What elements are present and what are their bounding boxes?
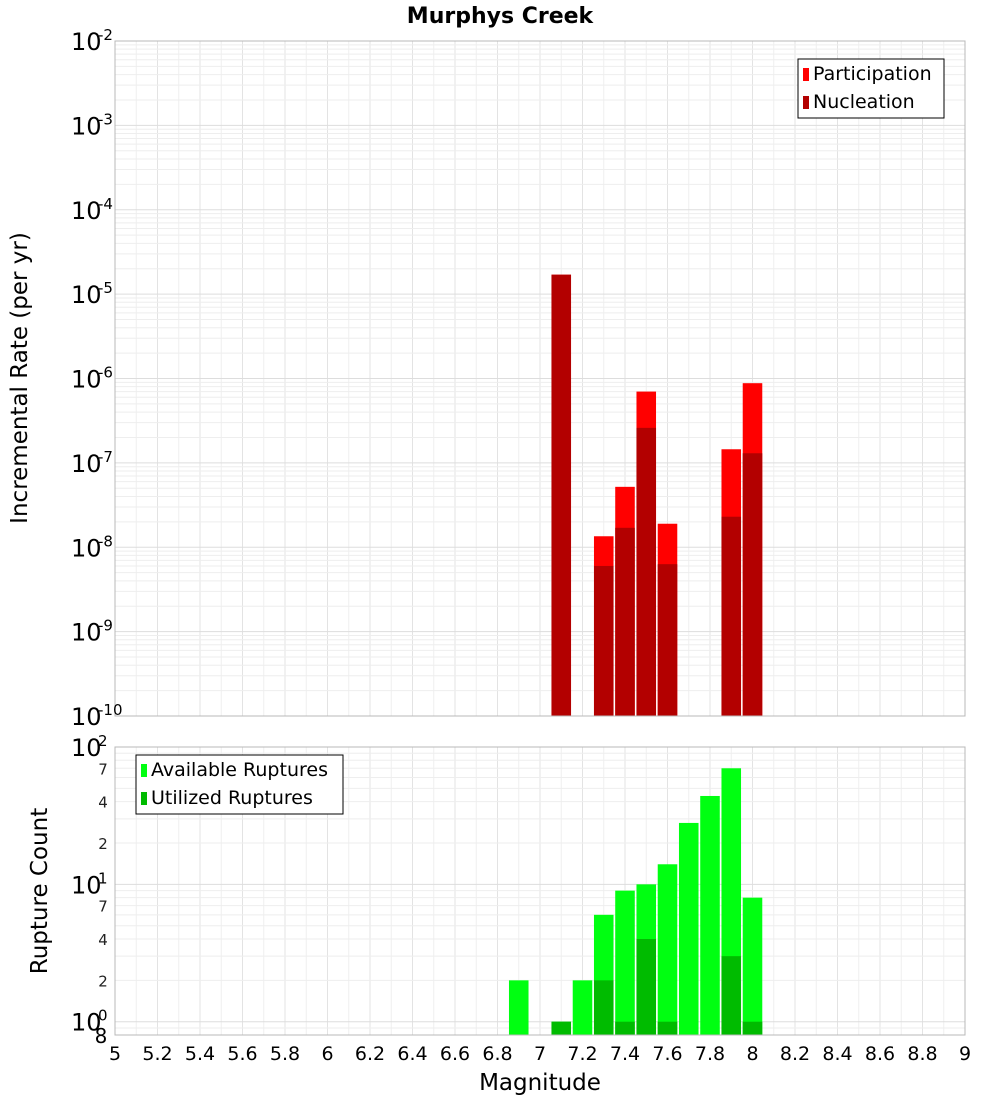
rate-series-secondary — [551, 274, 763, 716]
count-bar — [742, 1021, 763, 1035]
rate-y-tick-exponent: -2 — [98, 26, 113, 44]
count-y-minor-label: 7 — [98, 760, 108, 778]
rate-grid — [114, 40, 966, 717]
count-bar — [508, 980, 529, 1035]
count-y-tick-exponent: 1 — [98, 869, 108, 887]
rate-y-tick-exponent: -10 — [98, 701, 123, 719]
x-tick-label: 8.6 — [865, 1043, 895, 1065]
rate-y-tick-exponent: -9 — [98, 617, 113, 635]
rate-y-tick-exponent: -8 — [98, 532, 113, 550]
x-tick-label: 5.2 — [142, 1043, 172, 1065]
count-bar — [721, 956, 742, 1035]
chart-title: Murphys Creek — [407, 4, 595, 29]
count-bar — [657, 1021, 678, 1035]
count-bar — [593, 980, 614, 1035]
count-series-secondary — [551, 939, 763, 1035]
legend-label: Participation — [813, 63, 932, 85]
count-plot-frame — [114, 746, 966, 1036]
x-tick-label: 7.8 — [695, 1043, 725, 1065]
x-axis-label: Magnitude — [479, 1070, 601, 1096]
count-y-minor-label: 4 — [98, 794, 108, 812]
legend-swatch — [803, 68, 809, 81]
count-bar — [636, 939, 657, 1035]
rate-bar — [551, 274, 572, 716]
x-tick-label: 7.6 — [652, 1043, 682, 1065]
count-y-tick-label: 10 — [71, 871, 102, 899]
count-y-minor-label: 2 — [98, 835, 108, 853]
count-y-tick-exponent: 0 — [98, 1007, 108, 1025]
rate-bar — [636, 427, 657, 716]
legend-label: Nucleation — [813, 91, 915, 113]
legend-box — [797, 58, 945, 119]
legend-swatch — [141, 764, 147, 777]
rate-y-tick-label: 10 — [71, 366, 102, 394]
count-y-tick-label: 10 — [71, 734, 102, 762]
x-tick-label: 5.4 — [185, 1043, 215, 1065]
x-tick-label: 6.4 — [397, 1043, 427, 1065]
count-y-minor-label: 8 — [95, 1024, 108, 1048]
rate-y-tick-label: 10 — [71, 703, 102, 731]
count-bar — [678, 822, 699, 1035]
rate-bar — [721, 516, 742, 716]
x-tick-label: 5.6 — [227, 1043, 257, 1065]
legend-swatch — [141, 792, 147, 805]
rate-bar — [615, 527, 635, 716]
rate-y-tick-label: 10 — [71, 112, 102, 140]
count-bar — [615, 890, 635, 1035]
count-bar — [615, 1021, 635, 1035]
rate-bar — [657, 564, 678, 716]
count-y-minor-label: 2 — [98, 972, 108, 990]
rate-y-tick-exponent: -3 — [98, 110, 113, 128]
x-tick-label: 8 — [746, 1043, 758, 1065]
rate-y-axis-label: Incremental Rate (per yr) — [7, 232, 33, 524]
x-tick-label: 8.8 — [907, 1043, 937, 1065]
x-tick-label: 6.2 — [355, 1043, 385, 1065]
rate-bar — [593, 565, 614, 716]
x-tick-label: 6.8 — [482, 1043, 512, 1065]
x-tick-label: 8.4 — [822, 1043, 852, 1065]
count-y-minor-label: 4 — [98, 931, 108, 949]
rate-y-tick-exponent: -7 — [98, 448, 113, 466]
legend-swatch — [803, 96, 809, 109]
x-tick-label: 7.4 — [610, 1043, 640, 1065]
legend-label: Available Ruptures — [151, 759, 328, 781]
legend-label: Utilized Ruptures — [151, 787, 313, 809]
rate-legend: Participation Nucleation — [797, 58, 945, 119]
rate-y-tick-label: 10 — [71, 281, 102, 309]
rate-y-tick-label: 10 — [71, 197, 102, 225]
x-tick-label: 6.6 — [440, 1043, 470, 1065]
x-tick-label: 7 — [534, 1043, 546, 1065]
x-tick-label: 5.8 — [270, 1043, 300, 1065]
count-bar — [551, 1021, 572, 1035]
count-y-minor-label: 7 — [98, 898, 108, 916]
x-tick-label: 7.2 — [567, 1043, 597, 1065]
count-y-tick-label: 10 — [71, 1009, 102, 1037]
x-tick-labels: 5 5.2 5.4 5.6 5.8 6 6.2 6.4 6.6 6.8 7 7.2 7.4 7.6 7.8 8… — [109, 1043, 971, 1065]
legend-box — [135, 754, 344, 815]
rate-plot-frame — [114, 40, 966, 717]
rate-y-tick-label: 10 — [71, 619, 102, 647]
rate-y-tick-exponent: -6 — [98, 364, 113, 382]
count-y-tick-exponent: 2 — [98, 732, 108, 750]
rate-panel: 10-210-310-410-510-610-710-810-910-10Par… — [71, 26, 966, 731]
x-tick-label: 6 — [321, 1043, 333, 1065]
rate-bar — [742, 453, 763, 716]
rate-y-tick-label: 10 — [71, 534, 102, 562]
x-tick-label: 5 — [109, 1043, 121, 1065]
count-bar — [572, 980, 593, 1035]
count-legend: Available Ruptures Utilized Ruptures — [135, 754, 344, 815]
rate-y-tick-exponent: -5 — [98, 279, 113, 297]
count-y-axis-label: Rupture Count — [27, 808, 53, 974]
x-tick-label: 8.2 — [780, 1043, 810, 1065]
rate-y-tick-exponent: -4 — [98, 195, 113, 213]
count-bar — [742, 897, 763, 1035]
count-bar — [657, 864, 678, 1035]
rate-y-tick-label: 10 — [71, 450, 102, 478]
rate-y-tick-label: 10 — [71, 28, 102, 56]
x-tick-label: 9 — [959, 1043, 971, 1065]
count-bar — [700, 795, 720, 1035]
